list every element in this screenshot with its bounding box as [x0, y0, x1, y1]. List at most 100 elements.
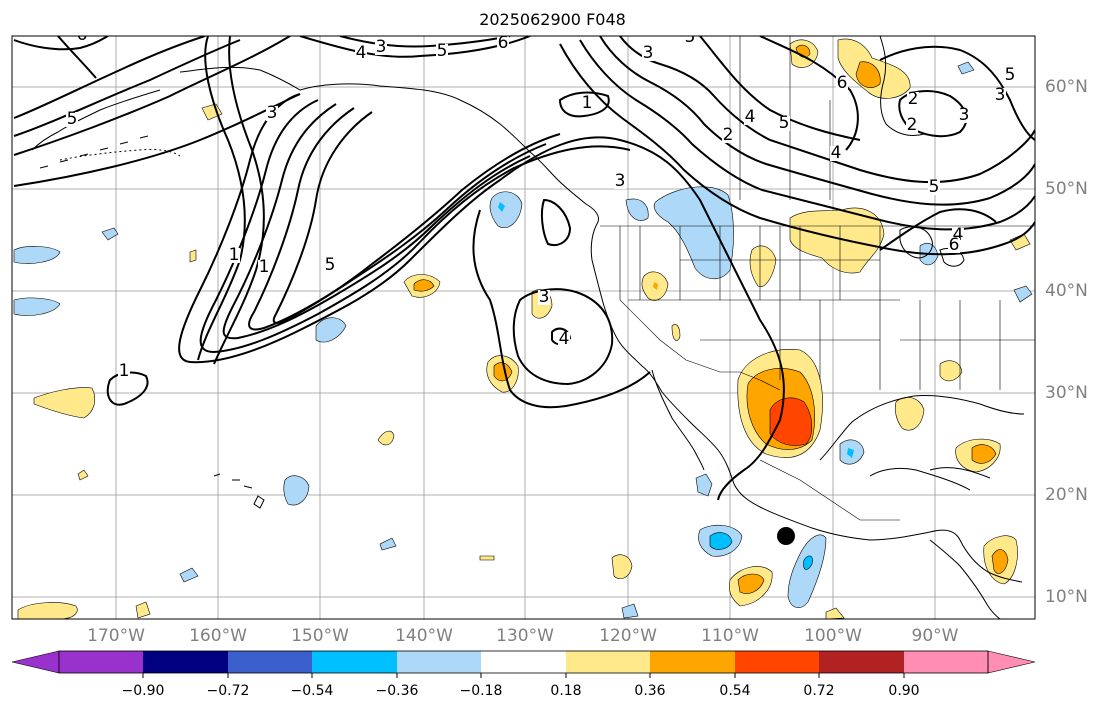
latitude-label: 40°N — [1045, 281, 1088, 301]
colorbar-tick-label: 0.72 — [803, 683, 835, 699]
colorbar-segment — [735, 651, 819, 673]
longitude-label: 140°W — [395, 626, 453, 646]
contour-label: 1 — [229, 245, 240, 265]
contour-label-bg — [614, 174, 626, 189]
contour-label: 5 — [929, 177, 940, 197]
colorbar-tick-label: −0.36 — [375, 683, 419, 699]
contour-label-bg — [558, 332, 570, 347]
contour-label-bg — [684, 36, 696, 45]
contour-label-bg — [375, 40, 387, 55]
contour-label: 5 — [437, 41, 448, 61]
colorbar-tick-label: −0.54 — [290, 683, 334, 699]
colorbar-tick-label: −0.72 — [206, 683, 250, 699]
storm-center-dot — [777, 527, 795, 545]
colorbar-segment — [397, 651, 481, 673]
colorbar-tick-label: 0.18 — [550, 683, 582, 699]
contour-label: 3 — [615, 171, 626, 191]
anomaly-fills — [13, 38, 1033, 619]
contour-label: 5 — [67, 109, 78, 129]
colorbar-tick-label: −0.18 — [459, 683, 503, 699]
contour-label: 5 — [1005, 65, 1016, 85]
political-borders — [600, 36, 1035, 521]
contour-label: 1 — [259, 257, 270, 277]
contour-label: 3 — [376, 37, 387, 57]
contour-label: 3 — [995, 85, 1006, 105]
contour-label-bg — [324, 258, 336, 273]
contour-label: 1 — [582, 93, 593, 113]
latitude-label: 20°N — [1045, 485, 1088, 505]
contour-label-bg — [642, 46, 654, 61]
contour-label-bg — [1004, 68, 1016, 83]
colorbar-segment — [566, 651, 650, 673]
contour-label: 2 — [908, 89, 919, 109]
contour-label: 6 — [498, 33, 509, 53]
contour-label-bg — [76, 36, 88, 43]
latitude-label: 30°N — [1045, 383, 1088, 403]
contour-label: 1 — [119, 361, 130, 381]
contour-label-bg — [830, 146, 842, 161]
contour-label-bg — [722, 128, 734, 143]
contour-label: 5 — [685, 27, 696, 47]
latitude-label: 10°N — [1045, 587, 1088, 607]
contour-label-bg — [836, 76, 848, 91]
gridlines — [12, 36, 1035, 619]
latitude-label: 50°N — [1045, 179, 1088, 199]
longitude-label: 130°W — [496, 626, 554, 646]
colorbar-segment — [904, 651, 988, 673]
height-contours — [13, 36, 1035, 501]
contour-label-bg — [906, 118, 918, 133]
contour-label-bg — [907, 92, 919, 107]
colorbar-segment — [819, 651, 904, 673]
contour-label: 3 — [267, 103, 278, 123]
colorbar-segment — [481, 651, 566, 673]
contour-label: 5 — [779, 113, 790, 133]
contour-label: 2 — [907, 115, 918, 135]
colorbar-segment — [312, 651, 397, 673]
latitude-label: 60°N — [1045, 77, 1088, 97]
colorbar-tick-label: 0.90 — [888, 683, 920, 699]
colorbar — [11, 650, 1036, 678]
contour-label-bg — [497, 36, 509, 51]
contour-label-bg — [581, 96, 593, 111]
colorbar-frame — [58, 650, 989, 674]
contour-label-bg — [994, 88, 1006, 103]
contour-label: 4 — [745, 107, 756, 127]
colorbar-segment — [228, 651, 312, 673]
contour-label: 2 — [723, 125, 734, 145]
contour-label-bg — [266, 106, 278, 121]
contour-label: 3 — [643, 43, 654, 63]
contour-label: 3 — [959, 105, 970, 125]
colorbar-min-extend — [11, 650, 60, 674]
longitude-label: 170°W — [87, 626, 145, 646]
colorbar-segment — [650, 651, 735, 673]
longitude-label: 100°W — [804, 626, 862, 646]
longitude-label: 150°W — [291, 626, 349, 646]
longitude-label: 90°W — [911, 626, 959, 646]
colorbar-tick-label: 0.36 — [634, 683, 666, 699]
colorbar-max-extend — [987, 650, 1036, 674]
contour-label: 4 — [356, 43, 367, 63]
map-background — [12, 36, 1035, 619]
contour-label: 4 — [831, 143, 842, 163]
contour-label: 6 — [949, 235, 960, 255]
contour-label: 4 — [953, 225, 964, 245]
colorbar-tick-label: 0.54 — [719, 683, 751, 699]
longitude-label: 160°W — [189, 626, 247, 646]
contour-label-bg — [228, 248, 240, 263]
contour-label-bg — [744, 110, 756, 125]
contour-label: 5 — [325, 255, 336, 275]
contour-label-bg — [538, 290, 550, 305]
contour-label: 4 — [559, 329, 570, 349]
contour-label: 6 — [837, 73, 848, 93]
contour-label-bg — [958, 108, 970, 123]
colorbar-tick-label: −0.90 — [121, 683, 165, 699]
map-title: 2025062900 F048 — [479, 10, 626, 29]
colorbar-segment — [59, 651, 143, 673]
longitude-label: 120°W — [599, 626, 657, 646]
contour-label-bg — [66, 112, 78, 127]
contour-label-bg — [355, 46, 367, 61]
contour-label: 6 — [77, 25, 88, 45]
colorbar-segment — [143, 651, 228, 673]
